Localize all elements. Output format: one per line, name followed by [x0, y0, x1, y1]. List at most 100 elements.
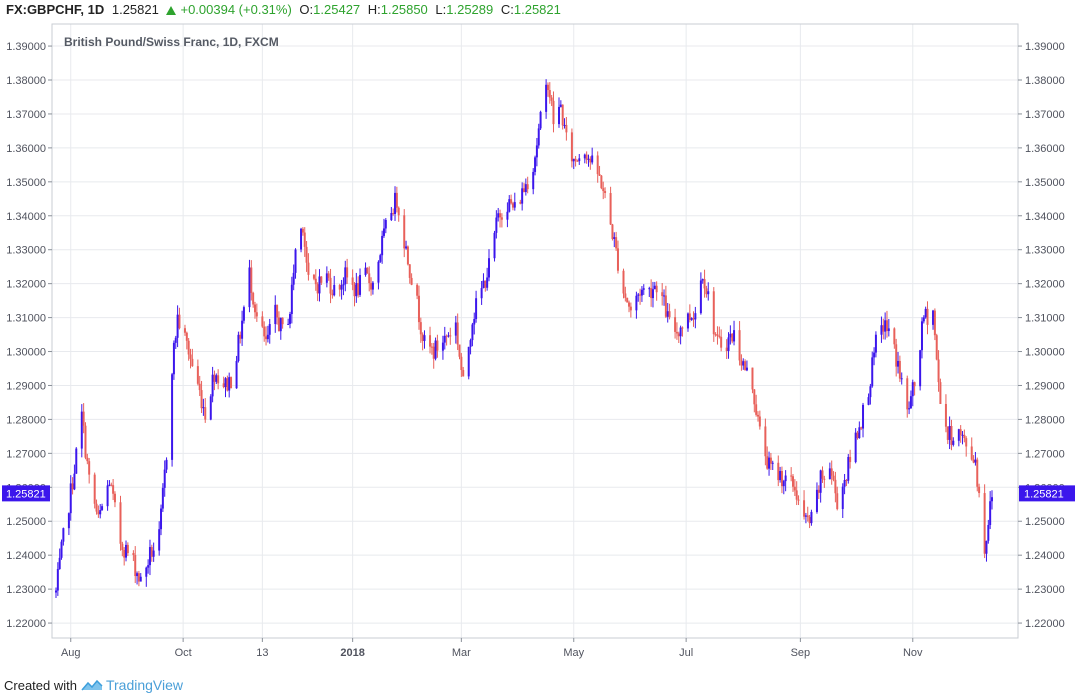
candle-body: [828, 468, 831, 480]
footer-attribution: Created with TradingView: [4, 677, 183, 693]
candle-body: [305, 246, 308, 263]
candle-body: [847, 456, 850, 481]
y-tick-label-left: 1.24000: [6, 550, 46, 562]
candle: [882, 318, 885, 340]
candle-body: [75, 448, 78, 474]
candle-body: [771, 462, 774, 464]
candle-body: [596, 155, 599, 175]
candle-body: [458, 344, 461, 357]
candle: [191, 348, 194, 367]
candle-body: [832, 475, 835, 480]
candle: [524, 178, 527, 196]
candle: [935, 333, 938, 361]
candle: [939, 378, 942, 405]
candle-body: [497, 213, 500, 218]
candle-body: [727, 337, 730, 352]
candle-body: [600, 175, 603, 189]
candle-body: [642, 288, 645, 290]
candle-body: [276, 304, 279, 318]
candle-body: [95, 503, 98, 512]
candle-body: [701, 279, 704, 281]
candle: [688, 304, 691, 323]
candle: [161, 483, 164, 512]
candle: [410, 273, 413, 286]
candle-body: [720, 336, 723, 348]
candle-body: [897, 360, 900, 367]
candle: [265, 326, 268, 346]
candle-body: [139, 576, 142, 582]
candle: [176, 305, 179, 348]
candle-body: [922, 317, 925, 322]
candle: [75, 447, 78, 474]
candle-body: [136, 573, 139, 577]
candle-body: [69, 483, 72, 514]
candle-body: [561, 104, 564, 126]
candle: [757, 411, 759, 422]
candle-body: [215, 375, 218, 382]
candle-body: [895, 344, 898, 367]
candle: [338, 283, 341, 297]
candles: [55, 79, 993, 599]
candle: [690, 317, 693, 321]
candle-body: [755, 404, 758, 415]
candle: [340, 279, 343, 300]
high-value: 1.25850: [380, 2, 428, 17]
candle: [134, 546, 137, 584]
candle-body: [423, 335, 426, 341]
candle: [327, 271, 330, 281]
candle-body: [519, 202, 522, 204]
candle-body: [690, 318, 693, 320]
candle-body: [976, 459, 979, 487]
candle-body: [712, 291, 715, 335]
candle-body: [666, 311, 669, 317]
x-tick-label: 13: [256, 647, 268, 659]
candle-body: [565, 124, 568, 133]
candle-body: [991, 497, 993, 502]
candle: [469, 338, 472, 355]
candle-body: [985, 540, 988, 554]
candle: [546, 82, 549, 97]
candle-body: [73, 473, 76, 490]
candle-body: [815, 489, 818, 512]
candle: [487, 249, 490, 282]
candle: [655, 281, 658, 301]
low-label: L:: [435, 2, 447, 17]
candle: [639, 288, 642, 305]
candle: [764, 418, 767, 466]
candle: [561, 104, 564, 130]
candle: [55, 587, 57, 599]
candle: [266, 325, 269, 343]
candle: [110, 482, 113, 487]
candle-body: [769, 457, 772, 464]
candle-body: [604, 191, 607, 193]
candle-body: [381, 235, 384, 256]
candle-body: [289, 314, 291, 324]
candle-body: [926, 308, 929, 325]
candle: [694, 306, 697, 329]
candle-body: [449, 335, 452, 337]
candle-body: [145, 567, 148, 577]
candle: [342, 277, 345, 296]
candle-body: [480, 288, 483, 299]
candle: [447, 332, 450, 338]
tradingview-link[interactable]: TradingView: [105, 677, 184, 693]
candle-body: [576, 160, 579, 162]
candle: [67, 512, 70, 536]
candle: [163, 460, 166, 497]
candle: [780, 466, 783, 494]
candle-body: [445, 335, 448, 337]
candle-body: [694, 313, 697, 320]
candle: [320, 276, 323, 286]
candle-body: [213, 374, 216, 382]
candle: [897, 351, 900, 374]
candle-body: [598, 174, 601, 176]
candle: [511, 201, 514, 211]
candle-body: [331, 293, 334, 296]
candle: [716, 326, 719, 345]
candle: [312, 273, 315, 281]
candle: [924, 306, 927, 319]
candle: [583, 153, 586, 164]
candle: [196, 359, 199, 386]
candle-body: [974, 459, 977, 463]
